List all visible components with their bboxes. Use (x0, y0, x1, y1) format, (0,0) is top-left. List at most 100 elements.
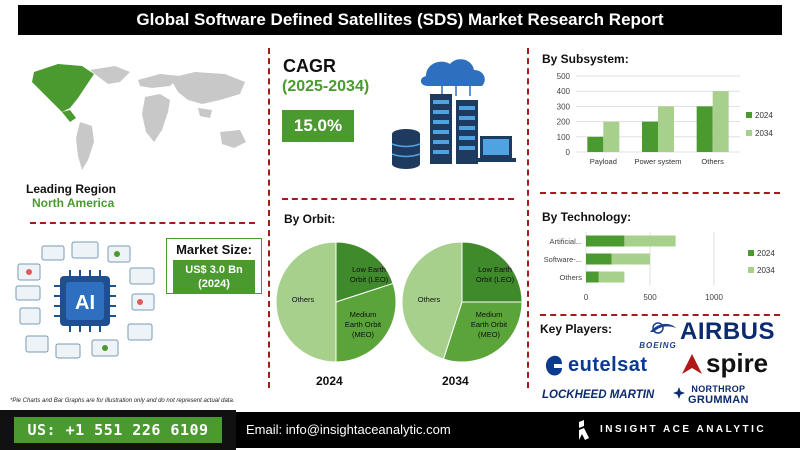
footer-phone: US: +1 551 226 6109 (14, 417, 222, 443)
key-players-title: Key Players: (540, 322, 613, 336)
pie-slice-label: Medium Earth Orbit (MEO) (471, 310, 508, 339)
market-size-amount: US$ 3.0 Bn (185, 264, 243, 276)
x-tick-label: Power system (634, 157, 681, 166)
footer-phone-section: US: +1 551 226 6109 (0, 410, 236, 450)
y-tick-label: 300 (557, 102, 571, 111)
legend-swatch (746, 112, 752, 118)
pie-slice (401, 241, 463, 360)
x-tick-label: Others (701, 157, 724, 166)
eutelsat-logo: eutelsat (542, 352, 672, 380)
region-value: North America (32, 196, 115, 210)
y-tick-label: 100 (557, 133, 571, 142)
legend-label: 2034 (757, 266, 775, 275)
northrop-text: NORTHROP (691, 384, 746, 394)
boeing-logo-text: BOEING (639, 341, 677, 350)
pie-slice (442, 301, 523, 363)
orbit-pie-2034: Low Earth Orbit (LEO) Medium Earth Orbit (ME… (401, 241, 523, 363)
pie-slice (275, 241, 337, 363)
orbit-pie-2034-year: 2034 (442, 374, 469, 388)
bar (586, 271, 599, 283)
pie-slice-label: Low Earth Orbit (LEO) (350, 265, 389, 284)
divider-left (268, 48, 270, 388)
legend-swatch (746, 130, 752, 136)
legend-label: 2024 (757, 249, 775, 258)
bar (603, 121, 620, 152)
x-tick-label: 0 (584, 293, 589, 302)
market-size-label: Market Size: (176, 242, 252, 257)
spire-logo-text: spire (706, 348, 769, 378)
market-size-box: Market Size: US$ 3.0 Bn (2024) (166, 238, 262, 294)
svg-text:AI: AI (75, 292, 95, 314)
bar (624, 235, 676, 247)
y-tick-label: 0 (566, 148, 571, 157)
footnote: *Pie Charts and Bar Graphs are for illus… (10, 398, 235, 404)
orbit-title: By Orbit: (284, 212, 336, 226)
airbus-logo: AIRBUS (680, 318, 776, 345)
pie-slice (335, 282, 397, 363)
footer-email: Email: info@insightaceanalytic.com (236, 412, 566, 448)
divider-cagr (282, 198, 514, 200)
y-tick-label: Software-... (544, 255, 582, 264)
legend-label: 2034 (755, 129, 773, 138)
divider-technology (540, 314, 780, 316)
legend-swatch (748, 267, 754, 273)
bar (586, 253, 612, 265)
page-title: Global Software Defined Satellites (SDS)… (18, 5, 782, 35)
cloud-server-icon (391, 59, 516, 169)
cagr-title: CAGR (283, 56, 336, 76)
bar (658, 106, 674, 152)
bar (598, 271, 625, 283)
technology-bar-chart: 0 500 1000 Artificial... Software-... Others 2… (544, 232, 775, 302)
y-tick-label: Others (559, 273, 582, 282)
legend-label: 2024 (755, 111, 773, 120)
divider-right (527, 48, 529, 388)
bar (696, 106, 713, 152)
eutelsat-logo-text: eutelsat (568, 354, 648, 376)
y-tick-label: Artificial... (549, 237, 582, 246)
boeing-logo: BOEING (636, 320, 680, 350)
spire-logo: spire (680, 348, 780, 380)
bar (611, 253, 650, 265)
boeing-swoosh-icon (650, 322, 676, 334)
divider-region (30, 222, 255, 224)
bar (586, 235, 625, 247)
cagr-value: 15.0% (282, 110, 354, 142)
region-label: Leading Region (26, 182, 116, 196)
market-size-value: US$ 3.0 Bn (2024) (173, 260, 255, 294)
cagr-years: (2025-2034) (282, 78, 370, 95)
pie-slice (461, 241, 523, 303)
pie-slice-label: Low Earth Orbit (LEO) (476, 265, 515, 284)
market-size-year: (2024) (198, 278, 230, 290)
world-map-icon (32, 64, 246, 170)
pie-slice-label: Others (292, 295, 315, 304)
divider-subsystem (540, 192, 780, 194)
orbit-pie-2024: Low Earth Orbit (LEO) Medium Earth Orbit (ME… (275, 241, 397, 363)
spire-mark-icon (682, 354, 702, 374)
bar (587, 136, 604, 152)
pie-slice-label: Medium Earth Orbit (MEO) (345, 310, 382, 339)
brand-mark-icon (579, 420, 589, 440)
grumman-text: GRUMMAN (688, 394, 749, 406)
eutelsat-mark-icon (545, 355, 562, 376)
lockheed-star-icon (673, 387, 685, 399)
brand-name: INSIGHT ACE ANALYTIC (600, 424, 767, 435)
orbit-pie-2024-year: 2024 (316, 374, 343, 388)
y-tick-label: 400 (557, 87, 571, 96)
pie-slice (335, 241, 394, 303)
pie-slice-label: Others (418, 295, 441, 304)
x-tick-label: 1000 (705, 293, 723, 302)
y-tick-label: 200 (557, 118, 571, 127)
x-tick-label: 500 (643, 293, 657, 302)
northrop-grumman-logo: NORTHROP GRUMMAN (688, 384, 749, 406)
legend-swatch (748, 250, 754, 256)
ai-illustration-icon: AI (15, 241, 155, 359)
bar (642, 121, 658, 152)
lockheed-martin-logo: LOCKHEED MARTIN (542, 389, 655, 401)
footer-brand: INSIGHT ACE ANALYTIC (566, 412, 800, 448)
x-tick-label: Payload (590, 157, 617, 166)
subsystem-title: By Subsystem: (542, 52, 629, 66)
technology-title: By Technology: (542, 210, 632, 224)
subsystem-bar-chart: 0 100 200 300 400 500 Payload Power system Other… (557, 72, 774, 166)
y-tick-label: 500 (557, 72, 571, 81)
bar (712, 91, 729, 152)
